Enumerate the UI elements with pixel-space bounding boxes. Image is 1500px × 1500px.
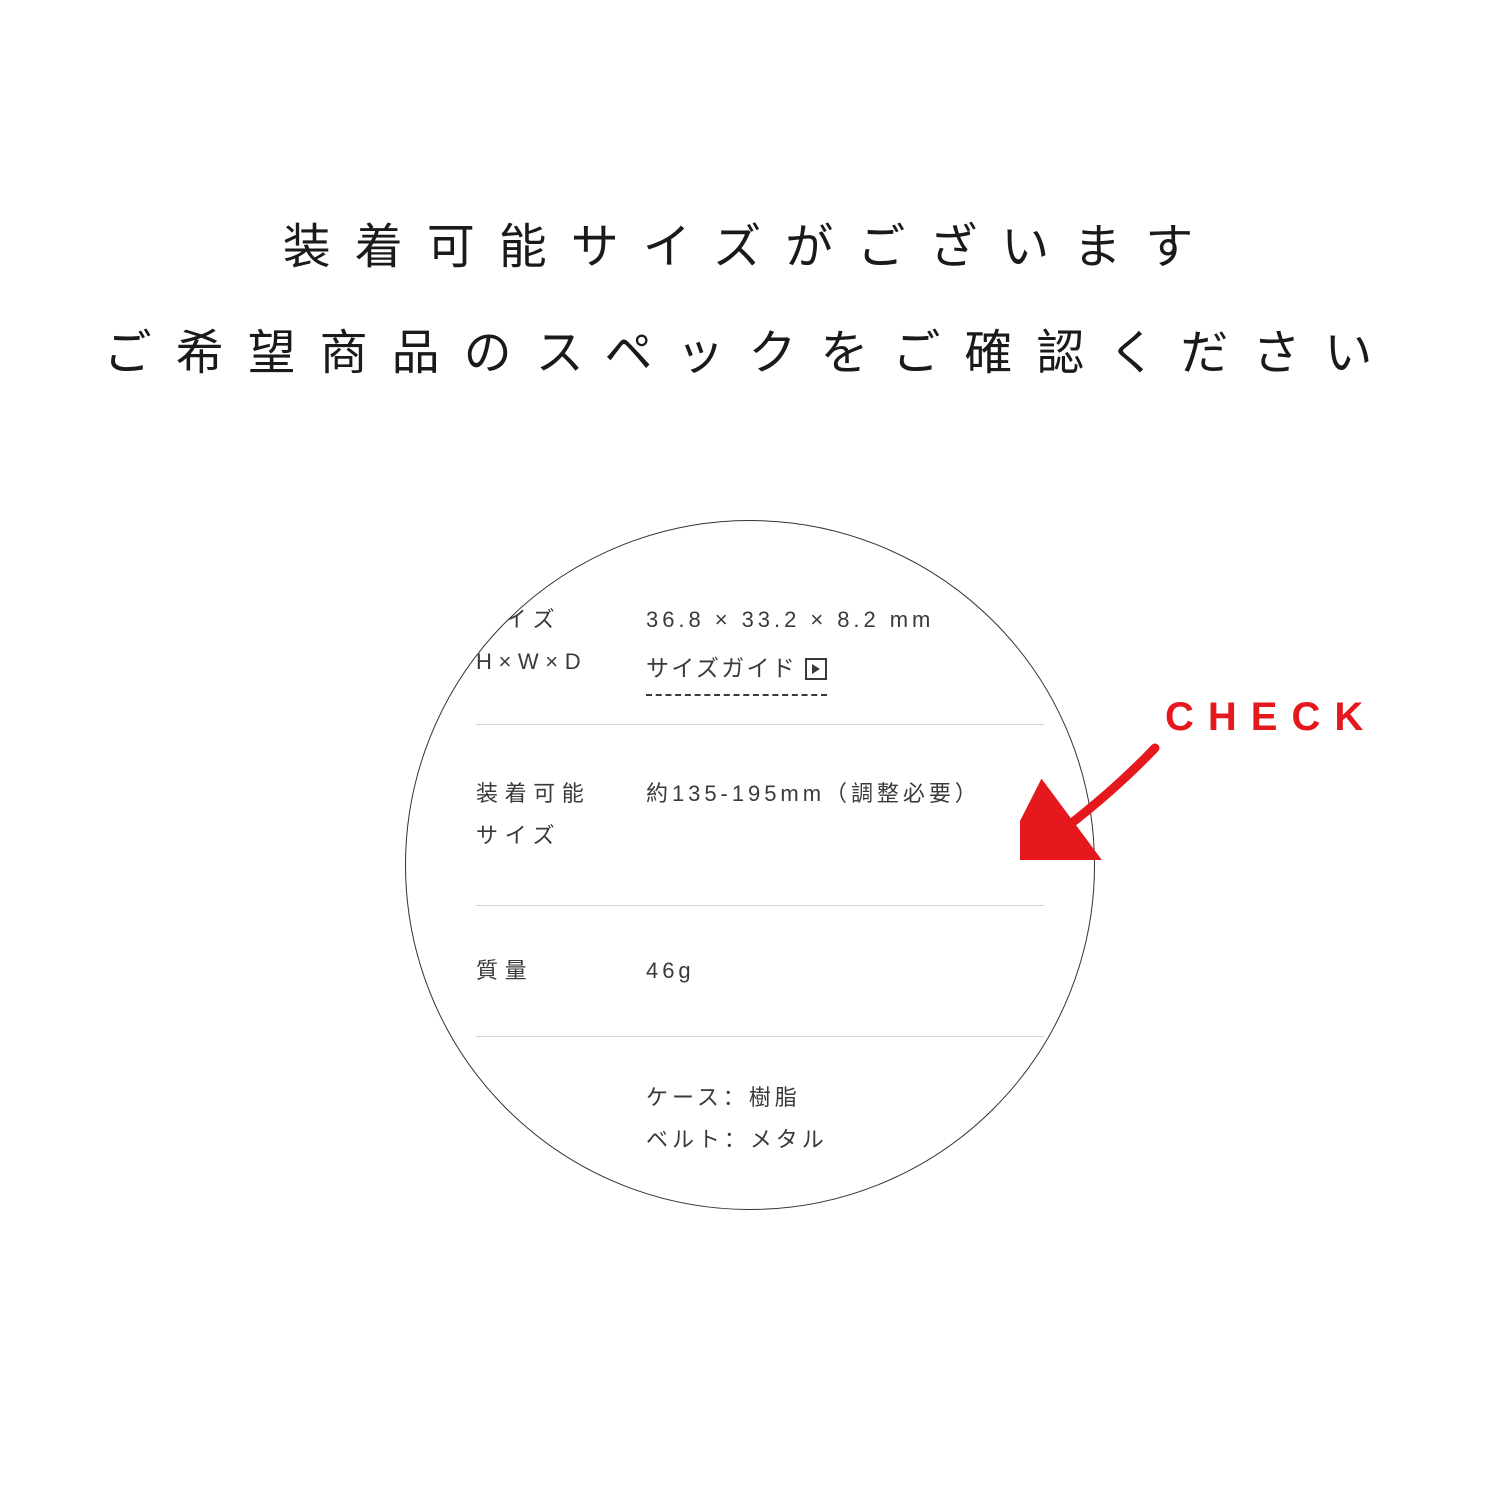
play-icon [805,658,827,680]
spec-table: サイズ H×W×D 36.8 × 33.2 × 8.2 mm サイズガイド [406,521,1094,1188]
spec-value-weight: 46g [646,950,1044,992]
check-callout-label: CHECK [1165,695,1377,740]
spec-value-size: 36.8 × 33.2 × 8.2 mm サイズガイド [646,599,1044,696]
header-line-2: ご希望商品のスペックをご確認ください [0,301,1500,407]
spec-label-wearable: 装着可能 サイズ [476,773,646,857]
header-line-1: 装着可能サイズがございます [0,195,1500,301]
spec-label-size: サイズ H×W×D [476,599,646,683]
spec-material-case: ケース：樹脂 [646,1077,1044,1119]
spec-magnifier: サイズ H×W×D 36.8 × 33.2 × 8.2 mm サイズガイド [405,520,1095,1210]
spec-row-wearable: 装着可能 サイズ 約135-195mm（調整必要） [476,725,1044,906]
spec-row-weight: 質量 46g [476,906,1044,1037]
spec-value-dimensions: 36.8 × 33.2 × 8.2 mm [646,599,1044,641]
spec-label-size-line1: サイズ [476,599,646,641]
spec-row-size: サイズ H×W×D 36.8 × 33.2 × 8.2 mm サイズガイド [476,591,1044,725]
spec-label-weight: 質量 [476,950,646,992]
size-guide-label: サイズガイド [646,647,797,691]
spec-row-material: ケース：樹脂 ベルト：メタル [476,1037,1044,1189]
spec-material-belt: ベルト：メタル [646,1119,1044,1161]
spec-label-size-line2: H×W×D [476,641,646,683]
spec-value-material: ケース：樹脂 ベルト：メタル [646,1077,1044,1161]
spec-label-wearable-line2: サイズ [476,815,646,857]
size-guide-link[interactable]: サイズガイド [646,647,827,697]
spec-value-wearable: 約135-195mm（調整必要） [646,773,1044,815]
spec-circle-clip: サイズ H×W×D 36.8 × 33.2 × 8.2 mm サイズガイド [405,520,1095,1210]
header-block: 装着可能サイズがございます ご希望商品のスペックをご確認ください [0,195,1500,406]
spec-label-wearable-line1: 装着可能 [476,773,646,815]
